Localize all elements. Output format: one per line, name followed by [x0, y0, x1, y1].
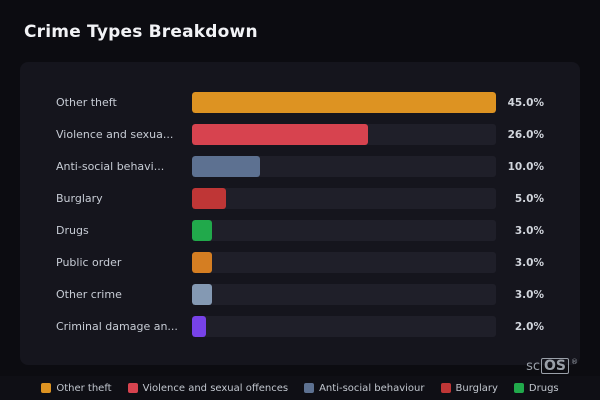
chart-legend: Other theft Violence and sexual offences A…: [0, 376, 600, 400]
category-label: Drugs: [56, 224, 89, 237]
value-label: 2.0%: [514, 320, 544, 333]
chart-card: Other theft 45.0% Violence and sexua... 26.…: [20, 62, 580, 365]
legend-label: Other theft: [56, 382, 112, 394]
category-label: Burglary: [56, 192, 103, 205]
bar-track: [192, 316, 496, 337]
page-title: Crime Types Breakdown: [24, 22, 258, 42]
chart-row: Other theft 45.0%: [50, 92, 544, 113]
scos-logo-prefix: sc: [526, 358, 541, 374]
bar-fill[interactable]: [192, 124, 368, 145]
bar-track: [192, 124, 496, 145]
legend-item[interactable]: Violence and sexual offences: [127, 382, 289, 394]
value-label: 5.0%: [514, 192, 544, 205]
chart-row: Criminal damage an... 2.0%: [50, 316, 544, 337]
bar-fill[interactable]: [192, 92, 496, 113]
bar-fill[interactable]: [192, 316, 206, 337]
chart-row: Burglary 5.0%: [50, 188, 544, 209]
bar-fill[interactable]: [192, 188, 226, 209]
value-label: 3.0%: [514, 288, 544, 301]
value-label: 3.0%: [514, 224, 544, 237]
legend-item[interactable]: Other theft: [41, 382, 112, 394]
bar-track: [192, 284, 496, 305]
chart-row: Other crime 3.0%: [50, 284, 544, 305]
category-label: Anti-social behavi...: [56, 160, 165, 173]
legend-label: Violence and sexual offences: [142, 382, 289, 394]
scos-logo: sc OS ®: [526, 358, 578, 374]
value-label: 45.0%: [507, 96, 544, 109]
legend-swatch-icon: [513, 383, 524, 393]
legend-item[interactable]: Burglary: [440, 382, 498, 394]
value-label: 10.0%: [507, 160, 544, 173]
bar-track: [192, 156, 496, 177]
category-label: Other theft: [56, 96, 117, 109]
value-label: 26.0%: [507, 128, 544, 141]
category-label: Public order: [56, 256, 122, 269]
bar-fill[interactable]: [192, 220, 213, 241]
legend-label: Anti-social behaviour: [319, 382, 425, 394]
legend-label: Drugs: [528, 382, 559, 394]
bar-fill[interactable]: [192, 252, 213, 273]
legend-label: Burglary: [455, 382, 498, 394]
legend-swatch-icon: [440, 383, 451, 393]
category-label: Other crime: [56, 288, 122, 301]
legend-swatch-icon: [127, 383, 138, 393]
category-label: Violence and sexua...: [56, 128, 174, 141]
chart-row: Anti-social behavi... 10.0%: [50, 156, 544, 177]
bar-fill[interactable]: [192, 156, 260, 177]
legend-item[interactable]: Anti-social behaviour: [304, 382, 425, 394]
bar-fill[interactable]: [192, 284, 213, 305]
bar-chart: Other theft 45.0% Violence and sexua... 26.…: [50, 92, 544, 337]
bar-track: [192, 188, 496, 209]
bar-track: [192, 220, 496, 241]
bar-track: [192, 252, 496, 273]
chart-row: Drugs 3.0%: [50, 220, 544, 241]
legend-swatch-icon: [41, 383, 52, 393]
category-label: Criminal damage an...: [56, 320, 178, 333]
chart-row: Violence and sexua... 26.0%: [50, 124, 544, 145]
scos-logo-box: OS: [541, 358, 569, 374]
value-label: 3.0%: [514, 256, 544, 269]
legend-item[interactable]: Drugs: [513, 382, 559, 394]
chart-row: Public order 3.0%: [50, 252, 544, 273]
bar-track: [192, 92, 496, 113]
legend-swatch-icon: [304, 383, 315, 393]
registered-mark: ®: [571, 358, 578, 366]
